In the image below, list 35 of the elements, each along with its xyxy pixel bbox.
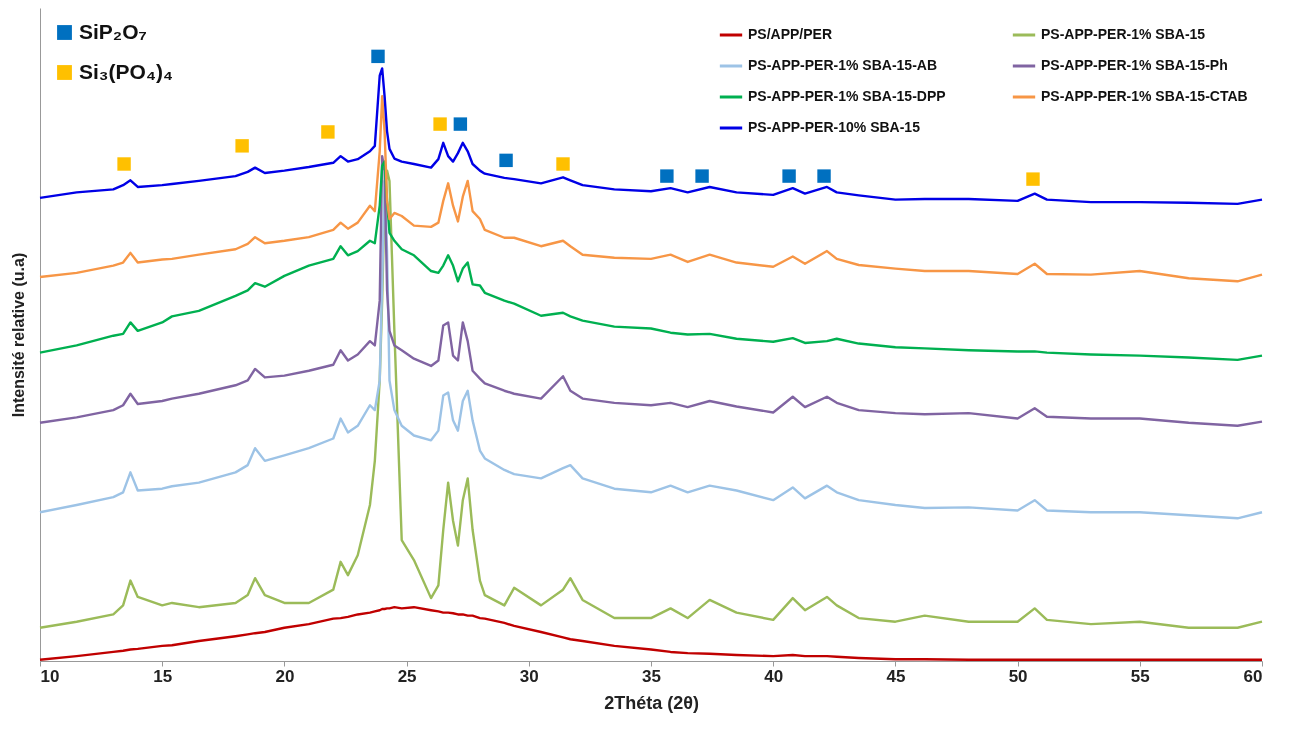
legend-label: Si₃(PO₄)₄ <box>79 59 173 83</box>
legend-label: PS-APP-PER-1% SBA-15-CTAB <box>1041 88 1248 104</box>
legend-label: PS-APP-PER-1% SBA-15-Ph <box>1041 57 1228 73</box>
x-tick-label: 40 <box>764 666 784 686</box>
point <box>817 169 831 183</box>
x-tick-label: 30 <box>519 666 539 686</box>
x-tick-label: 55 <box>1130 666 1150 686</box>
x-axis-title: 2Théta (2θ) <box>604 692 699 713</box>
legend-label: SiP₂O₇ <box>79 19 147 43</box>
legend-label: PS-APP-PER-1% SBA-15-DPP <box>748 88 946 104</box>
point <box>235 139 249 153</box>
y-axis-title: Intensité relative (u.a) <box>9 252 27 418</box>
point <box>499 153 513 168</box>
legend-label: PS-APP-PER-1% SBA-15-AB <box>748 57 938 73</box>
point <box>695 169 709 183</box>
point <box>371 49 385 64</box>
x-tick-label: 45 <box>886 666 906 686</box>
legend-label: PS-APP-PER-1% SBA-15 <box>1041 26 1206 42</box>
x-tick-label: 35 <box>642 666 661 686</box>
x-tick-label: 15 <box>153 666 173 686</box>
x-tick-label: 50 <box>1008 666 1028 686</box>
legend-label: PS-APP-PER-10% SBA-15 <box>748 119 921 135</box>
point <box>782 169 796 183</box>
x-tick-label: 10 <box>40 666 60 686</box>
x-tick-label: 20 <box>275 666 295 686</box>
point <box>660 169 674 183</box>
point <box>556 157 570 171</box>
legend-label: PS/APP/PER <box>748 26 833 42</box>
point <box>1026 172 1040 186</box>
point <box>321 125 335 139</box>
x-tick-label: 60 <box>1243 666 1263 686</box>
point <box>433 117 447 131</box>
x-tick-label: 25 <box>397 666 417 686</box>
point <box>117 157 131 171</box>
point <box>453 117 468 131</box>
